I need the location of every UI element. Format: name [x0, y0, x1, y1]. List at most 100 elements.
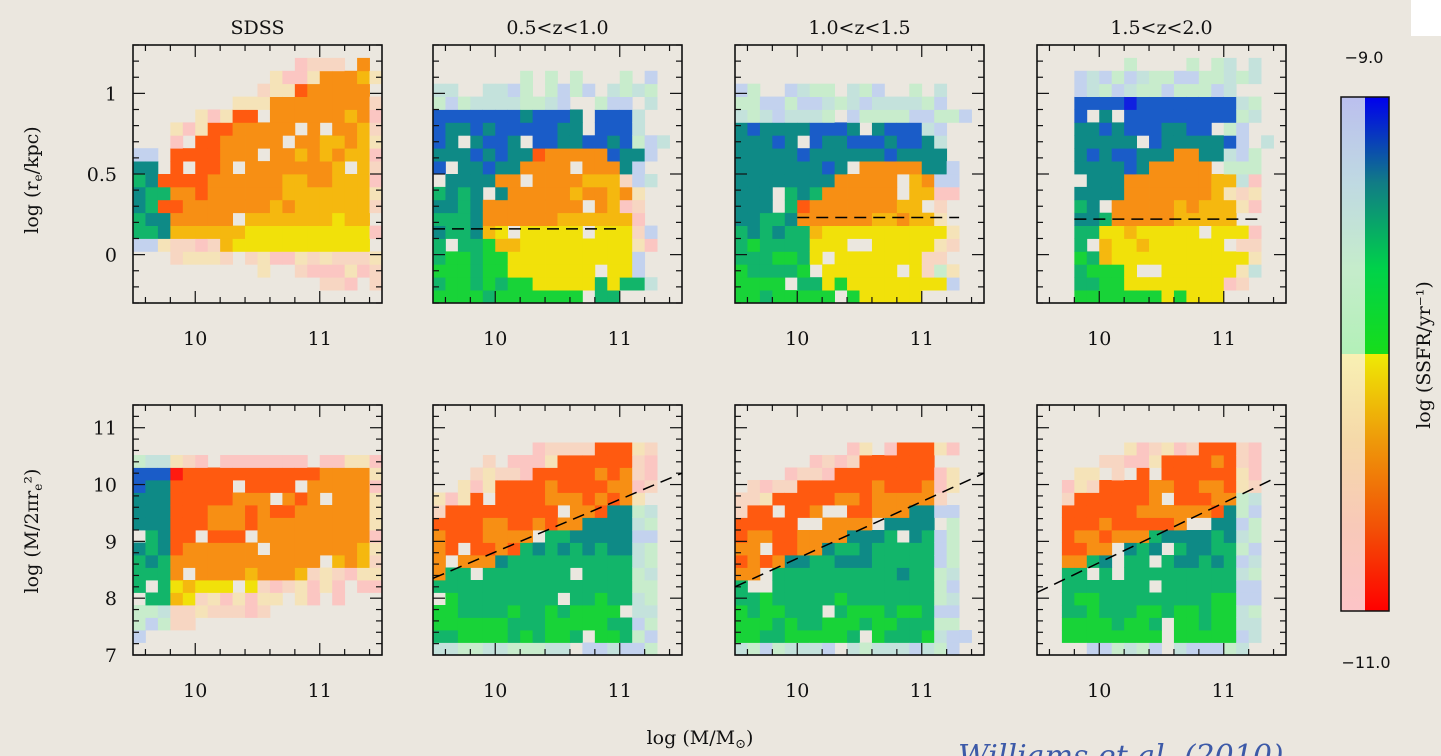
- heatmap-cell: [245, 567, 258, 581]
- heatmap-cell: [357, 555, 370, 568]
- heatmap-cell: [772, 122, 786, 136]
- heatmap-cell: [1099, 238, 1113, 252]
- heatmap-cell: [319, 70, 333, 85]
- heatmap-cell: [859, 605, 873, 618]
- heatmap-cell: [319, 530, 333, 543]
- heatmap-cell: [1149, 135, 1162, 149]
- heatmap-cell: [557, 122, 571, 136]
- heatmap-cell: [1136, 238, 1150, 252]
- heatmap-cell: [133, 199, 146, 214]
- heatmap-cell: [182, 186, 196, 201]
- heatmap-cell: [934, 580, 948, 593]
- panel-density-2-ticks: [433, 404, 682, 656]
- heatmap-cell: [220, 212, 233, 226]
- heatmap-cell: [822, 530, 835, 543]
- y-tick-label: 1: [105, 83, 117, 105]
- heatmap-cell: [921, 455, 935, 468]
- heatmap-cell: [457, 109, 471, 123]
- heatmap-cell: [594, 290, 608, 304]
- heatmap-cell: [557, 630, 571, 643]
- heatmap-cell: [822, 122, 835, 136]
- heatmap-cell: [232, 186, 246, 201]
- heatmap-cell: [457, 605, 471, 618]
- heatmap-cell: [1186, 542, 1200, 556]
- heatmap-cell: [507, 517, 521, 531]
- heatmap-cell: [644, 148, 658, 162]
- heatmap-cell: [457, 480, 471, 493]
- heatmap-cell: [594, 642, 608, 656]
- heatmap-cell: [269, 467, 283, 481]
- heatmap-cell: [1086, 186, 1100, 201]
- heatmap-cell: [1136, 109, 1150, 123]
- heatmap-cell: [495, 135, 509, 149]
- heatmap-cell: [859, 83, 873, 97]
- heatmap-cell: [470, 277, 484, 291]
- heatmap-cell: [884, 580, 898, 593]
- heatmap-cell: [282, 467, 296, 481]
- heatmap-cell: [357, 96, 370, 110]
- heatmap-cell: [735, 542, 748, 556]
- heatmap-cell: [507, 122, 521, 136]
- heatmap-cell: [319, 148, 333, 162]
- heatmap-cell: [1186, 580, 1200, 593]
- heatmap-cell: [847, 96, 860, 110]
- heatmap-cell: [1261, 135, 1274, 149]
- heatmap-cell: [1248, 174, 1262, 188]
- heatmap-cell: [133, 542, 146, 556]
- heatmap-cell: [1186, 605, 1200, 618]
- heatmap-cell: [1099, 542, 1113, 556]
- heatmap-cell: [1074, 580, 1088, 593]
- heatmap-cell: [195, 174, 209, 188]
- heatmap-cell: [1198, 530, 1212, 543]
- heatmap-cell: [344, 225, 358, 239]
- heatmap-cell: [294, 70, 308, 85]
- heatmap-cell: [797, 505, 811, 518]
- heatmap-cell: [607, 467, 621, 481]
- heatmap-cell: [747, 83, 761, 97]
- heatmap-cell: [282, 212, 296, 226]
- heatmap-cell: [1136, 505, 1150, 518]
- heatmap-cell: [847, 109, 860, 123]
- heatmap-cell: [644, 455, 658, 468]
- heatmap-cell: [772, 642, 786, 656]
- heatmap-cell: [772, 555, 786, 568]
- heatmap-cell: [1198, 83, 1212, 97]
- heatmap-cell: [859, 517, 873, 531]
- heatmap-cell: [1086, 225, 1100, 239]
- heatmap-cell: [834, 530, 848, 543]
- heatmap-cell: [632, 199, 646, 214]
- heatmap-cell: [747, 174, 761, 188]
- heatmap-cell: [772, 109, 786, 123]
- heatmap-cell: [909, 580, 923, 593]
- heatmap-cell: [1074, 592, 1088, 606]
- heatmap-cell: [1111, 580, 1125, 593]
- heatmap-cell: [545, 542, 558, 556]
- heatmap-cell: [257, 467, 271, 481]
- heatmap-cell: [294, 148, 308, 162]
- heatmap-cell: [257, 605, 271, 618]
- heatmap-cell: [1186, 96, 1200, 110]
- heatmap-cell: [332, 83, 346, 97]
- heatmap-cell: [1111, 277, 1125, 291]
- heatmap-cell: [507, 555, 521, 568]
- heatmap-cell: [747, 505, 761, 518]
- heatmap-cell: [232, 135, 246, 149]
- heatmap-cell: [170, 174, 184, 188]
- heatmap-cell: [332, 580, 346, 593]
- heatmap-cell: [619, 225, 633, 239]
- heatmap-cell: [896, 617, 910, 631]
- heatmap-cell: [784, 174, 798, 188]
- heatmap-cell: [182, 492, 196, 506]
- heatmap-cell: [557, 174, 571, 188]
- heatmap-cell: [557, 148, 571, 162]
- heatmap-cell: [909, 199, 923, 214]
- heatmap-cell: [1149, 186, 1162, 201]
- heatmap-cell: [1173, 605, 1187, 618]
- heatmap-cell: [245, 455, 258, 468]
- heatmap-cell: [319, 174, 333, 188]
- heatmap-cell: [822, 630, 835, 643]
- heatmap-cell: [1186, 83, 1200, 97]
- panel-size-1-ticks: [133, 44, 382, 304]
- heatmap-cell: [569, 186, 583, 201]
- heatmap-cell: [871, 592, 885, 606]
